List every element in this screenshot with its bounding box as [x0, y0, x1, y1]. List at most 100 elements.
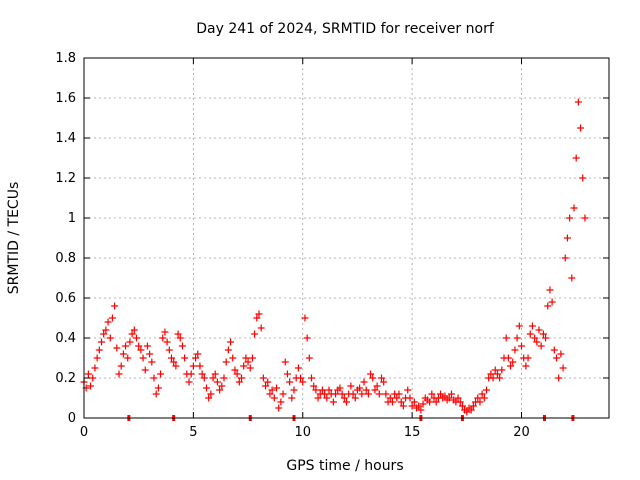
data-point	[469, 402, 477, 410]
data-point	[553, 354, 560, 362]
y-tick-label: 0.8	[55, 251, 76, 266]
data-point	[375, 390, 383, 398]
data-point	[89, 374, 97, 382]
data-point	[546, 286, 554, 294]
data-point	[340, 394, 348, 402]
data-point	[283, 370, 291, 378]
data-point	[369, 374, 377, 382]
data-point	[404, 386, 412, 394]
data-point	[458, 402, 466, 410]
data-point	[441, 392, 449, 400]
data-point	[303, 334, 311, 342]
data-point	[168, 354, 175, 362]
data-point	[218, 382, 226, 390]
data-point	[165, 346, 173, 354]
data-point	[321, 390, 329, 398]
data-point	[329, 398, 337, 406]
data-point	[489, 374, 497, 382]
data-point	[343, 398, 350, 406]
data-point	[502, 334, 510, 342]
data-point	[207, 390, 215, 398]
data-point	[496, 374, 504, 382]
data-point	[308, 374, 315, 382]
data-point	[98, 338, 105, 346]
data-point	[170, 358, 178, 366]
data-point	[194, 350, 202, 358]
data-point	[544, 302, 552, 310]
data-point	[511, 346, 519, 354]
data-point	[143, 342, 151, 350]
data-point	[124, 354, 132, 362]
data-point	[478, 390, 486, 398]
data-point	[294, 364, 302, 372]
data-point	[351, 394, 359, 402]
data-point	[325, 386, 333, 394]
data-point	[154, 384, 162, 392]
x-tick-label: 20	[513, 425, 530, 440]
data-point	[248, 354, 256, 362]
data-point	[561, 254, 569, 262]
data-point	[231, 366, 239, 374]
data-point	[557, 350, 565, 358]
data-point	[87, 382, 95, 390]
data-point	[229, 354, 237, 362]
data-point	[378, 374, 385, 382]
y-tick-label: 0.6	[55, 291, 76, 306]
data-point	[399, 402, 407, 410]
y-tick-label: 1	[68, 211, 76, 226]
data-point	[119, 350, 127, 358]
data-point	[432, 398, 440, 406]
data-point	[205, 394, 213, 402]
data-point	[386, 394, 394, 402]
data-point	[463, 408, 471, 416]
data-point	[428, 390, 436, 398]
data-point	[238, 374, 245, 382]
data-point	[336, 384, 344, 392]
y-tick-label: 0.2	[55, 371, 76, 386]
y-axis-label: SRMTID / TECUs	[6, 182, 22, 295]
data-point	[200, 374, 208, 382]
data-point	[371, 386, 379, 394]
data-point	[244, 358, 252, 366]
data-point	[537, 342, 545, 350]
x-axis-label: GPS time / hours	[286, 458, 403, 474]
data-point	[141, 366, 149, 374]
data-point	[358, 390, 366, 398]
data-point	[122, 342, 130, 350]
data-point	[257, 324, 265, 332]
data-point	[301, 314, 309, 322]
data-point	[264, 378, 272, 386]
data-point	[290, 386, 298, 394]
data-point	[476, 398, 484, 406]
data-point	[242, 354, 250, 362]
data-point	[531, 334, 539, 342]
data-point	[227, 338, 235, 346]
data-point	[255, 310, 263, 318]
data-point	[437, 390, 445, 398]
data-point	[178, 342, 186, 350]
data-point	[93, 354, 101, 362]
y-tick-label: 1.8	[55, 51, 76, 66]
data-point	[224, 346, 232, 354]
data-point	[555, 374, 563, 382]
data-point	[456, 398, 464, 406]
data-point	[233, 370, 241, 378]
data-point	[542, 334, 550, 342]
data-point	[128, 330, 136, 338]
data-point	[480, 394, 488, 402]
data-point	[133, 334, 140, 342]
x-tick-label: 0	[80, 425, 88, 440]
x-axis-ticks: 0 5 10 15 20	[80, 58, 530, 440]
data-point	[312, 386, 320, 394]
data-point	[270, 394, 278, 402]
data-point	[104, 318, 112, 326]
data-point	[192, 354, 200, 362]
data-point	[410, 398, 418, 406]
data-point	[91, 364, 99, 372]
data-point	[515, 322, 523, 330]
data-point	[268, 386, 276, 394]
data-point	[130, 326, 138, 334]
data-point	[574, 98, 582, 106]
data-point	[196, 362, 204, 370]
data-point	[362, 386, 370, 394]
